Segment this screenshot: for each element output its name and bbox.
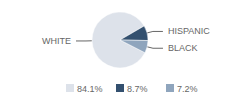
svg-text:HISPANIC: HISPANIC <box>168 26 210 36</box>
svg-text:WHITE: WHITE <box>42 36 71 46</box>
svg-text:84.1%: 84.1% <box>77 84 103 94</box>
svg-text:8.7%: 8.7% <box>127 84 148 94</box>
svg-text:7.2%: 7.2% <box>177 84 198 94</box>
svg-text:BLACK: BLACK <box>168 43 198 53</box>
